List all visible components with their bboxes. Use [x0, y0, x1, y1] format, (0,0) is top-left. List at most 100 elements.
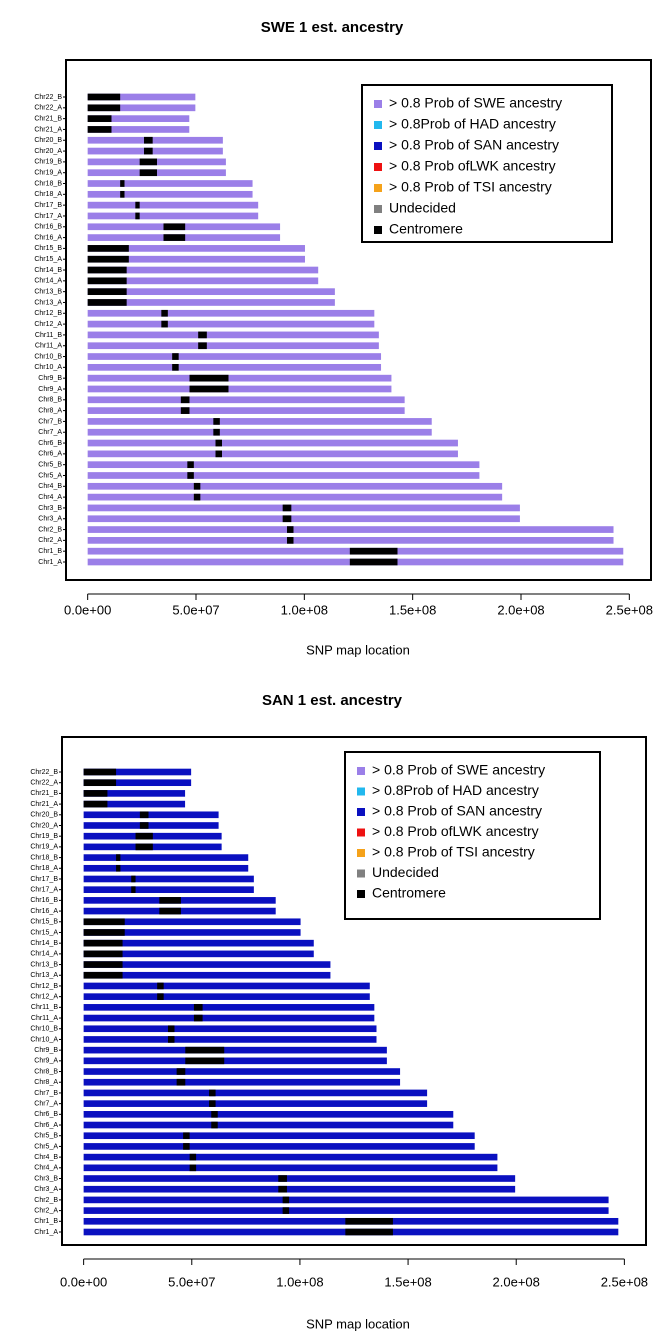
chart-title: SWE 1 est. ancestry: [261, 19, 404, 36]
centromere: [83, 971, 123, 979]
row-label: Chr13_B: [34, 288, 62, 295]
row-label: Chr10_B: [30, 1026, 58, 1033]
row-label: Chr11_B: [31, 1004, 58, 1011]
centromere: [120, 180, 125, 187]
row-label: Chr20_A: [30, 822, 58, 829]
chromosome-bar: [83, 864, 249, 872]
chromosome-bar: [83, 800, 186, 808]
row-label: Chr9_B: [34, 1047, 58, 1054]
row-label: Chr2_A: [38, 537, 62, 544]
chromosome-bar: [87, 104, 196, 112]
centromere: [135, 832, 153, 840]
centromere: [83, 779, 117, 787]
chromosome-bar: [83, 790, 186, 797]
chart-title: SAN 1 est. ancestry: [262, 692, 403, 709]
chromosome-bar: [83, 1046, 387, 1054]
x-tick-label: 0.0e+00: [60, 1274, 107, 1289]
legend-label: Centromere: [389, 221, 463, 237]
chromosome-bar: [83, 1196, 609, 1204]
centromere: [215, 450, 222, 458]
chromosome-bar: [87, 537, 614, 544]
chromosome-bar: [83, 768, 192, 776]
centromere: [198, 331, 207, 339]
row-label: Chr15_A: [34, 256, 62, 263]
row-label: Chr2_B: [34, 1197, 58, 1204]
x-axis-title: SNP map location: [306, 1316, 410, 1331]
chromosome-bar: [83, 811, 219, 819]
row-label: Chr3_A: [38, 516, 62, 523]
row-label: Chr9_B: [38, 375, 62, 382]
centromere: [159, 907, 181, 915]
row-label: Chr2_A: [34, 1207, 58, 1214]
x-tick-label: 1.5e+08: [389, 602, 436, 617]
legend-label: > 0.8Prob of HAD ancestry: [389, 116, 556, 132]
centromere: [282, 515, 292, 523]
chromosome-bar: [83, 939, 314, 947]
row-label: Chr21_B: [34, 115, 62, 122]
row-label: Chr3_B: [38, 505, 62, 512]
chromosome-bar: [83, 1185, 516, 1193]
chromosome-bar: [87, 190, 253, 198]
centromere: [189, 374, 229, 382]
centromere: [213, 428, 220, 436]
centromere: [180, 407, 190, 414]
centromere: [83, 790, 108, 797]
row-label: Chr22_B: [34, 94, 62, 101]
legend-label: > 0.8 Prob of SAN ancestry: [372, 803, 542, 819]
chromosome-bar: [83, 1057, 387, 1065]
row-label: Chr19_B: [30, 833, 58, 840]
centromere: [144, 147, 153, 155]
row-label: Chr7_A: [34, 1100, 58, 1107]
centromere: [135, 201, 140, 209]
chromosome-bar: [87, 147, 223, 155]
legend-label: > 0.8 Prob of TSI ancestry: [389, 179, 552, 195]
centromere: [131, 875, 136, 883]
centromere: [87, 266, 127, 274]
row-label: Chr19_B: [34, 159, 62, 166]
row-label: Chr15_B: [30, 919, 58, 926]
legend-label: > 0.8 Prob of SWE ancestry: [372, 762, 545, 778]
row-label: Chr9_A: [38, 386, 62, 393]
chromosome-bar: [87, 212, 259, 220]
chromosome-bar: [83, 1014, 375, 1022]
chromosome-bar: [87, 277, 319, 285]
centromere: [144, 136, 153, 144]
row-label: Chr10_B: [34, 353, 62, 360]
centromere: [213, 418, 220, 425]
x-tick-label: 2.5e+08: [601, 1274, 648, 1289]
chromosome-bar: [87, 331, 379, 339]
centromere: [157, 993, 164, 1000]
chromosome-bar: [83, 971, 331, 979]
chromosome-bar: [87, 309, 375, 317]
chromosome-bar: [87, 93, 196, 101]
row-label: Chr14_B: [30, 940, 58, 947]
legend-label: > 0.8 Prob ofLWK ancestry: [372, 823, 539, 839]
chromosome-bar: [87, 450, 458, 458]
chromosome-bar: [87, 342, 379, 350]
centromere: [87, 277, 127, 285]
row-label: Chr11_B: [35, 332, 62, 339]
chromosome-bar: [83, 1089, 428, 1097]
centromere: [189, 385, 229, 393]
row-label: Chr6_B: [34, 1111, 58, 1118]
row-label: Chr6_A: [34, 1122, 58, 1129]
legend-swatch: [357, 849, 365, 857]
centromere: [187, 472, 194, 479]
x-tick-label: 1.5e+08: [384, 1274, 431, 1289]
centromere: [209, 1100, 216, 1107]
chromosome-bar: [87, 320, 375, 328]
legend-swatch: [357, 808, 365, 816]
centromere: [83, 768, 117, 776]
chromosome-bar: [83, 950, 314, 958]
centromere: [211, 1121, 218, 1129]
row-label: Chr16_A: [30, 908, 58, 915]
centromere: [193, 482, 201, 490]
row-label: Chr16_B: [30, 897, 58, 904]
centromere: [193, 493, 201, 501]
centromere: [87, 245, 129, 252]
chromosome-bar: [83, 961, 331, 968]
chromosome-bar: [83, 1121, 454, 1129]
chromosome-bar: [87, 115, 190, 122]
chromosome-bar: [87, 482, 503, 490]
chromosome-bar: [87, 363, 382, 371]
